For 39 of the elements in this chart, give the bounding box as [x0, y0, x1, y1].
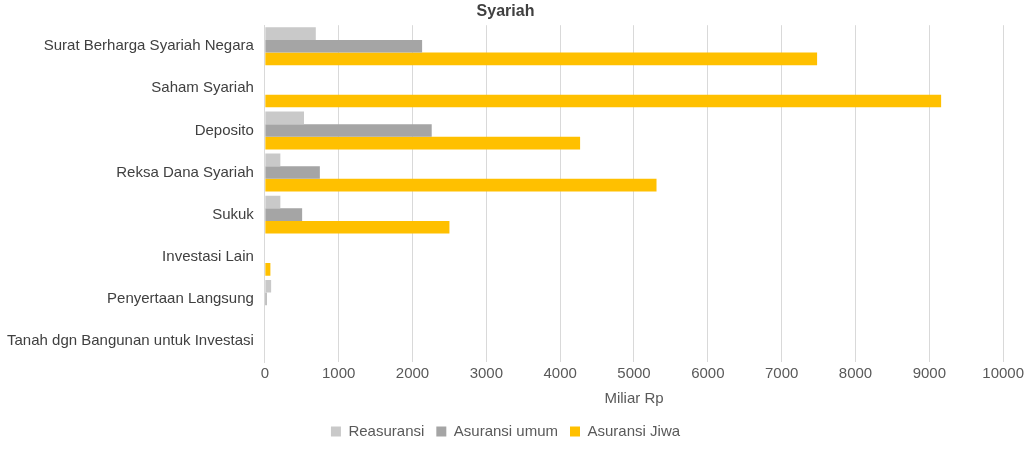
y-tick-label: Deposito: [194, 120, 254, 138]
x-tick-label: 0: [260, 364, 270, 382]
bar: [265, 178, 657, 192]
bar: [265, 166, 320, 179]
x-axis-title: Miliar Rp: [604, 389, 664, 407]
legend-label: Asuransi Jiwa: [587, 421, 681, 439]
x-tick-label: 3000: [469, 364, 504, 382]
x-tick-label: 9000: [912, 364, 946, 382]
y-tick-label: Reksa Dana Syariah: [116, 162, 254, 180]
bar: [265, 220, 450, 234]
x-tick-label: 2000: [395, 364, 430, 382]
bar: [265, 279, 272, 293]
bar: [265, 136, 581, 150]
x-tick-label: 8000: [838, 364, 873, 382]
bar: [265, 263, 271, 276]
x-tick-label: 10000: [982, 364, 1024, 382]
y-tick-label: Penyertaan Langsung: [107, 288, 254, 306]
y-tick-label: Tanah dgn Bangunan untuk Investasi: [7, 331, 254, 349]
bar: [265, 111, 304, 125]
x-tick-label: 1000: [322, 364, 356, 382]
legend-label: Asuransi umum: [453, 421, 559, 439]
bar: [265, 94, 942, 108]
x-tick-label: 4000: [543, 364, 577, 382]
bar: [265, 195, 281, 209]
y-tick-label: Surat Berharga Syariah Negara: [43, 36, 255, 54]
x-tick-label: 7000: [764, 364, 799, 382]
x-tick-label: 5000: [617, 364, 651, 382]
y-tick-label: Sukuk: [212, 204, 255, 222]
y-tick-label: Saham Syariah: [151, 78, 254, 96]
bar: [265, 39, 423, 53]
bar: [265, 52, 818, 66]
legend-label: Reasuransi: [348, 421, 425, 439]
bar: [265, 153, 281, 167]
bar: [265, 124, 432, 137]
bar: [265, 27, 316, 40]
y-tick-label: Investasi Lain: [162, 246, 254, 264]
x-tick-label: 6000: [691, 364, 725, 382]
bar: [265, 208, 303, 221]
chart-title: Syariah: [476, 2, 535, 20]
